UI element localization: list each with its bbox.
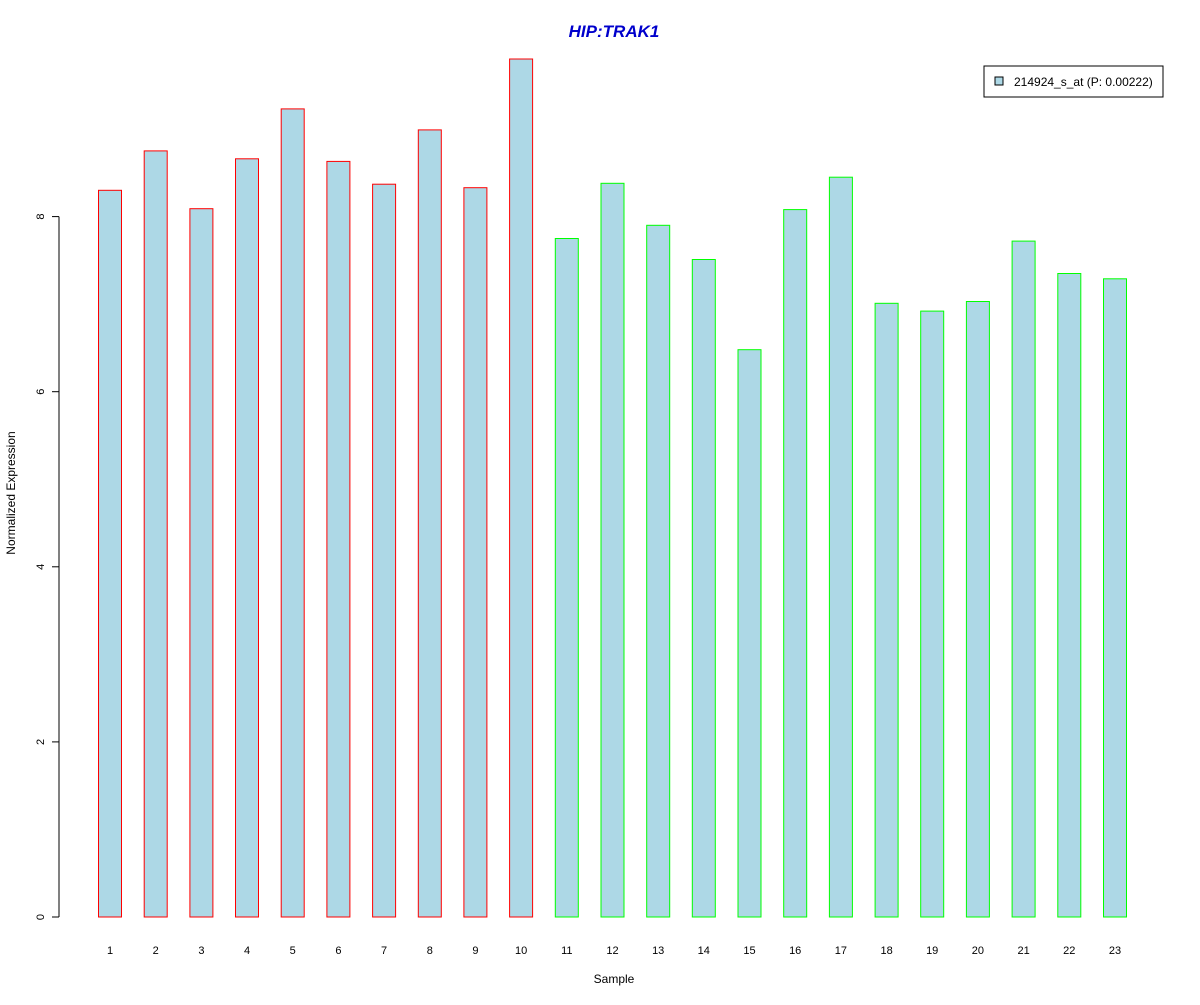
x-tick-label: 13: [652, 945, 664, 957]
x-tick-label: 11: [561, 945, 572, 957]
y-axis: 0 2 4 6 8: [35, 214, 60, 920]
bars-group: [98, 58, 1127, 918]
x-tick-label: 19: [926, 945, 938, 957]
bar: [691, 259, 716, 918]
bar: [554, 238, 579, 918]
x-tick-label: 16: [789, 945, 801, 957]
bar: [463, 187, 488, 918]
bar: [189, 208, 214, 918]
x-tick-label: 9: [472, 945, 478, 957]
x-tick-label: 14: [698, 945, 710, 957]
y-tick-label: 8: [35, 214, 47, 220]
bar: [1057, 273, 1082, 918]
x-tick-label: 12: [606, 945, 618, 957]
x-tick-label: 22: [1063, 945, 1075, 957]
x-tick-label: 2: [153, 945, 159, 957]
x-tick-label: 1: [107, 945, 113, 957]
bar: [828, 176, 853, 918]
x-tick-label: 15: [743, 945, 755, 957]
legend: 214924_s_at (P: 0.00222): [983, 65, 1164, 98]
y-tick-label: 0: [35, 914, 47, 920]
x-tick-label: 21: [1017, 945, 1029, 957]
chart-title: HIP:TRAK1: [569, 22, 660, 41]
bar: [509, 58, 534, 918]
x-tick-label: 18: [880, 945, 892, 957]
legend-label: 214924_s_at (P: 0.00222): [1014, 75, 1153, 89]
bar: [920, 310, 945, 918]
bar: [143, 150, 168, 918]
x-tick-label: 23: [1109, 945, 1121, 957]
bar: [417, 129, 442, 918]
x-tick-label: 17: [835, 945, 847, 957]
bar: [600, 182, 625, 918]
bar: [965, 301, 990, 918]
x-tick-label: 3: [198, 945, 204, 957]
bar: [1011, 240, 1036, 918]
x-axis-label: Sample: [594, 972, 635, 986]
bar: [737, 349, 762, 918]
bar: [783, 209, 808, 918]
bar: [372, 183, 397, 918]
bar: [326, 160, 351, 918]
bar: [1103, 278, 1127, 918]
y-tick-label: 4: [35, 564, 47, 570]
bar: [646, 224, 671, 918]
bar: [874, 302, 899, 918]
x-tick-label: 5: [290, 945, 296, 957]
x-tick-label: 20: [972, 945, 984, 957]
x-tick-label: 10: [515, 945, 527, 957]
x-tick-label: 6: [335, 945, 341, 957]
y-tick-label: 6: [35, 389, 47, 395]
x-tick-labels: 1 2 3 4 5 6 7 8 9 10 11 12 13 14 15 16 17 18 19 20 21 22 23: [107, 945, 1121, 957]
bar: [235, 158, 259, 918]
y-tick-label: 2: [35, 739, 47, 745]
bar: [98, 189, 122, 918]
x-tick-label: 4: [244, 945, 250, 957]
bar: [280, 108, 305, 918]
x-tick-label: 7: [381, 945, 387, 957]
x-tick-label: 8: [427, 945, 433, 957]
legend-swatch: [994, 76, 1004, 86]
legend-box: [983, 65, 1164, 98]
y-axis-label: Normalized Expression: [4, 431, 18, 554]
